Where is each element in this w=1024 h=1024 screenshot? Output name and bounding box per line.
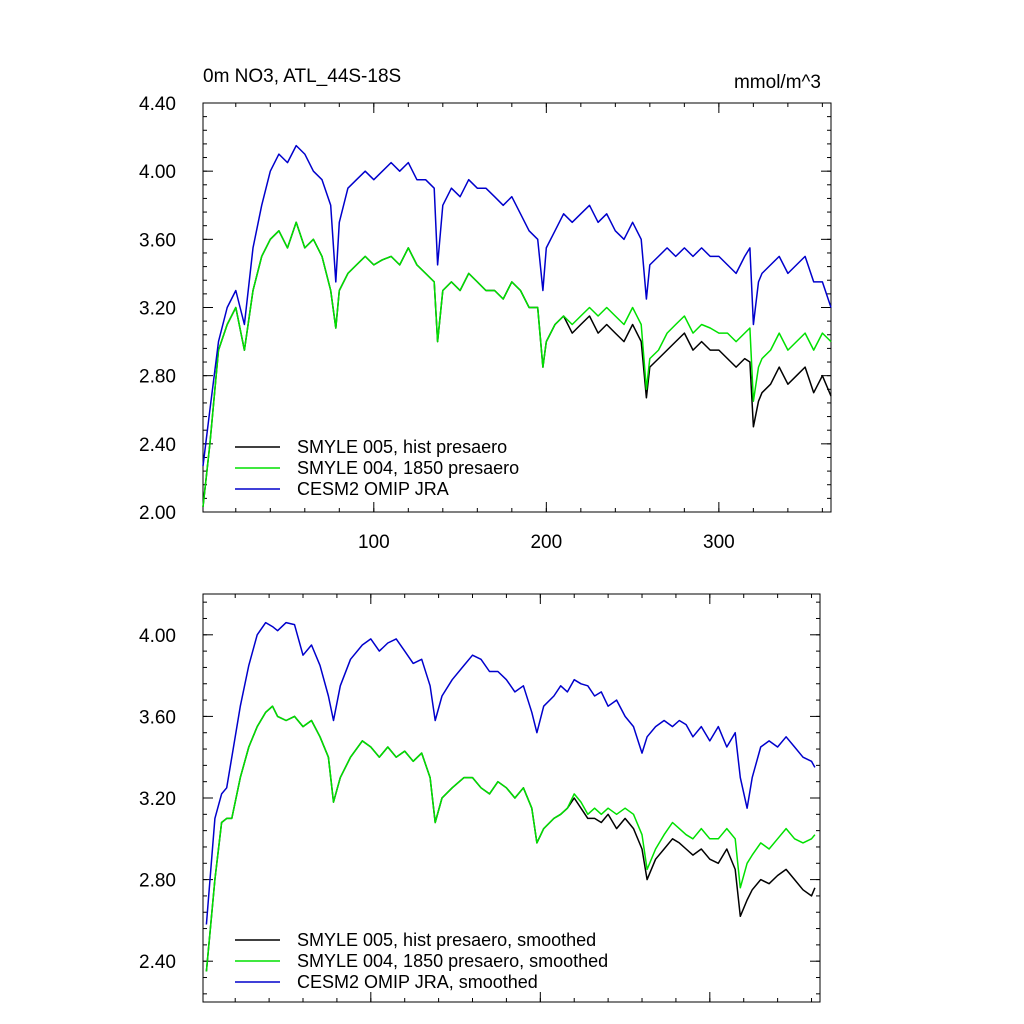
series-line-3 (205, 621, 816, 925)
series-line-2 (202, 221, 832, 507)
y-tick-label: 4.40 (139, 94, 176, 115)
series-line-3 (202, 144, 832, 467)
y-tick-label: 2.80 (139, 871, 176, 892)
y-tick-label: 3.20 (139, 299, 176, 320)
y-tick-label: 4.00 (139, 626, 176, 647)
x-tick-label: 200 (530, 532, 562, 553)
top-panel: 100 200 300 2.00 2.40 2.80 3.20 3.60 4.00 4.40 SMY… (139, 94, 832, 553)
y-tick-label: 4.00 (139, 162, 176, 183)
legend-label: CESM2 OMIP JRA, smoothed (297, 972, 538, 992)
legend-label: SMYLE 005, hist presaero (297, 437, 507, 457)
legend-label: SMYLE 004, 1850 presaero (297, 458, 519, 478)
y-tick-label: 2.80 (139, 367, 176, 388)
y-tick-label: 3.60 (139, 230, 176, 251)
y-tick-label: 2.40 (139, 435, 176, 456)
y-tick-label: 2.40 (139, 952, 176, 973)
y-tick-label: 3.20 (139, 789, 176, 810)
y-tick-label: 2.00 (139, 503, 176, 524)
legend: SMYLE 005, hist presaero, smoothedSMYLE … (235, 930, 608, 992)
bottom-panel: 2.40 2.80 3.20 3.60 4.00 SMYLE 005, hist pres… (139, 593, 821, 1003)
legend-label: SMYLE 004, 1850 presaero, smoothed (297, 951, 608, 971)
legend-label: SMYLE 005, hist presaero, smoothed (297, 930, 596, 950)
x-tick-label: 100 (358, 532, 390, 553)
y-tick-label: 3.60 (139, 707, 176, 728)
figure-title: 0m NO3, ATL_44S-18S (203, 66, 401, 87)
legend-label: CESM2 OMIP JRA (297, 479, 449, 499)
series-line-2 (205, 705, 816, 972)
x-tick-label: 300 (703, 532, 735, 553)
units-label: mmol/m^3 (734, 72, 821, 93)
